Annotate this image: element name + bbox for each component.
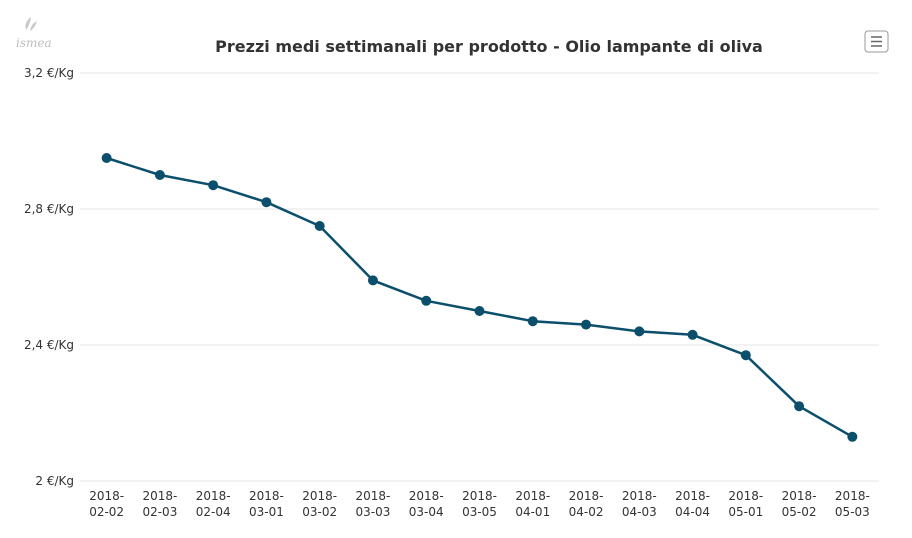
x-tick-label: 2018-05-02 bbox=[782, 489, 817, 519]
series-olio-lampante bbox=[101, 153, 858, 442]
data-point[interactable] bbox=[847, 431, 858, 442]
hamburger-menu-icon bbox=[871, 36, 882, 47]
ismea-logo: ismea bbox=[16, 17, 52, 50]
data-point[interactable] bbox=[101, 153, 112, 163]
x-tick-label: 2018-02-03 bbox=[142, 489, 177, 519]
y-tick-label: 2 €/Kg bbox=[35, 474, 74, 488]
data-point[interactable] bbox=[527, 316, 538, 327]
y-tick-label: 3,2 €/Kg bbox=[24, 66, 74, 80]
chart-menu-button[interactable] bbox=[864, 30, 889, 53]
y-tick-label: 2,8 €/Kg bbox=[24, 202, 74, 216]
data-point[interactable] bbox=[208, 180, 219, 191]
data-point[interactable] bbox=[421, 295, 432, 306]
x-tick-label: 2018-03-01 bbox=[249, 489, 284, 519]
x-tick-label: 2018-02-02 bbox=[89, 489, 124, 519]
data-point[interactable] bbox=[581, 319, 592, 330]
x-tick-label: 2018-04-03 bbox=[622, 489, 657, 519]
x-tick-label: 2018-04-02 bbox=[569, 489, 604, 519]
x-tick-label: 2018-03-05 bbox=[462, 489, 497, 519]
x-tick-label: 2018-05-01 bbox=[728, 489, 763, 519]
x-tick-label: 2018-05-03 bbox=[835, 489, 870, 519]
logo-text: ismea bbox=[16, 36, 52, 50]
data-point[interactable] bbox=[634, 326, 645, 337]
data-point[interactable] bbox=[740, 350, 751, 361]
data-point[interactable] bbox=[367, 275, 378, 286]
y-tick-label: 2,4 €/Kg bbox=[24, 338, 74, 352]
x-tick-label: 2018-03-02 bbox=[302, 489, 337, 519]
chart-title: Prezzi medi settimanali per prodotto - O… bbox=[215, 37, 763, 56]
data-point[interactable] bbox=[261, 197, 272, 208]
x-tick-label: 2018-03-03 bbox=[356, 489, 391, 519]
data-point[interactable] bbox=[794, 401, 805, 412]
grid-lines bbox=[80, 72, 879, 482]
data-point[interactable] bbox=[474, 306, 485, 316]
data-point[interactable] bbox=[314, 221, 325, 231]
x-tick-label: 2018-03-04 bbox=[409, 489, 444, 519]
x-axis: 2018-02-02 2018-02-03 2018-02-04 2018-03-01… bbox=[89, 489, 870, 519]
logo-leaf-icon bbox=[25, 17, 37, 31]
x-tick-label: 2018-04-01 bbox=[515, 489, 550, 519]
x-tick-label: 2018-04-04 bbox=[675, 489, 710, 519]
data-point[interactable] bbox=[154, 170, 165, 180]
x-tick-label: 2018-02-04 bbox=[196, 489, 231, 519]
y-axis: 2 €/Kg 2,4 €/Kg 2,8 €/Kg 3,2 €/Kg bbox=[24, 66, 74, 488]
series-line bbox=[105, 156, 854, 439]
data-point[interactable] bbox=[687, 329, 698, 340]
